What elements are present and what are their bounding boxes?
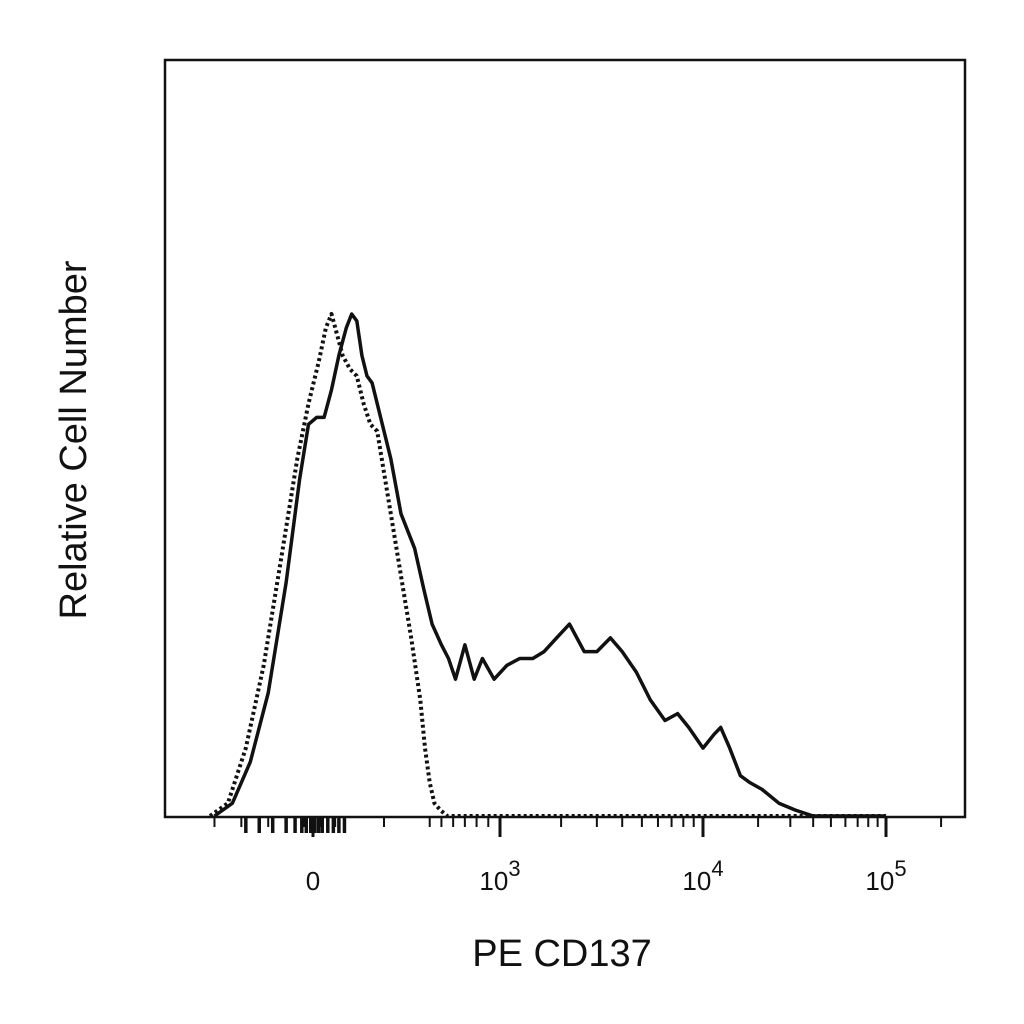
plot-frame [163,58,967,819]
series-layer [208,312,886,818]
x-tick-label: 104 [682,856,723,896]
x-axis-label: PE CD137 [472,933,652,975]
series-line-isotype-control [208,312,886,818]
y-axis-label: Relative Cell Number [53,260,95,619]
x-tick-label: 105 [865,856,906,896]
series-line-stained [213,312,886,818]
x-tick-label: 0 [306,866,320,896]
x-axis-minor-ticks [213,817,943,833]
x-tick-labels: 0 103 104 105 [306,856,907,896]
x-tick-label: 103 [479,856,520,896]
x-axis-major-ticks [311,817,888,837]
